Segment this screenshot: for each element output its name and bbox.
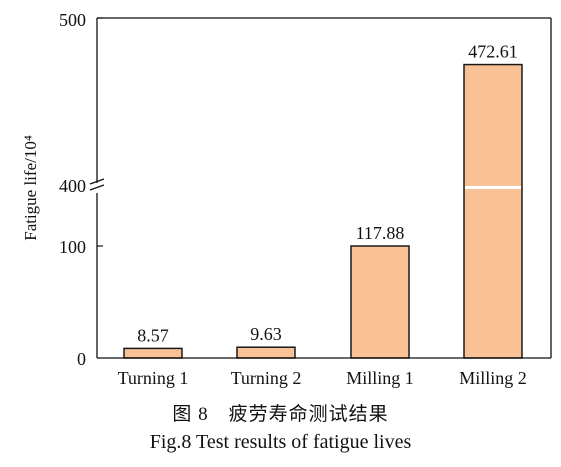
axis-break-mark-upper — [89, 178, 105, 185]
x-tick-label: Milling 2 — [459, 368, 527, 388]
value-label: 9.63 — [250, 324, 282, 344]
x-tick-label: Milling 1 — [346, 368, 414, 388]
value-label: 8.57 — [137, 325, 169, 345]
x-tick-label: Turning 2 — [231, 368, 302, 388]
bar-turning-1 — [123, 347, 183, 359]
x-tick-label: Turning 1 — [118, 368, 189, 388]
bar-milling-2 — [463, 63, 523, 359]
axis-break-gap — [465, 186, 521, 189]
axis-break-mark-lower — [89, 184, 105, 191]
y-tick-label-0: 0 — [77, 349, 86, 369]
value-labels-group: 8.57 9.63 117.88 472.61 — [137, 42, 518, 346]
bars-group — [123, 63, 523, 359]
value-label: 117.88 — [356, 223, 405, 243]
y-tick-label-500: 500 — [59, 10, 86, 30]
bar-chart: 500 400 100 0 Fatigue life/10⁴ Turning 1… — [21, 10, 552, 388]
x-tick-labels-group: Turning 1 Turning 2 Milling 1 Milling 2 — [118, 368, 527, 388]
y-tick-label-100: 100 — [59, 237, 86, 257]
value-label: 472.61 — [468, 42, 518, 62]
bar-milling-1 — [350, 245, 410, 359]
caption-chinese: 图 8 疲劳寿命测试结果 — [172, 404, 389, 425]
bar-turning-2 — [236, 346, 296, 359]
y-tick-label-400: 400 — [59, 176, 86, 196]
y-axis-title: Fatigue life/10⁴ — [21, 135, 40, 241]
caption-english: Fig.8 Test results of fatigue lives — [149, 431, 412, 453]
